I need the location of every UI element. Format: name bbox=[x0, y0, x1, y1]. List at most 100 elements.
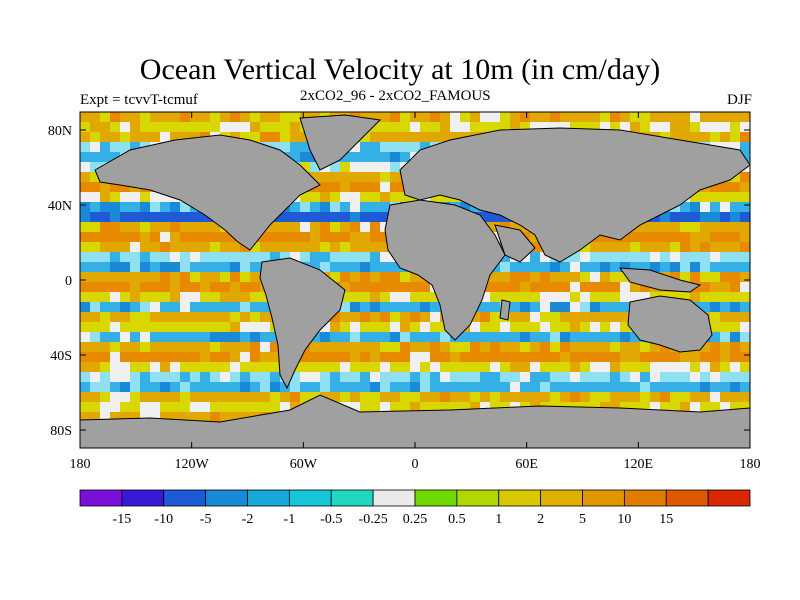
ocean-cell bbox=[710, 292, 721, 303]
ocean-cell bbox=[690, 292, 701, 303]
ocean-cell bbox=[640, 252, 651, 263]
ocean-cell bbox=[740, 382, 750, 393]
ocean-cell bbox=[310, 362, 321, 373]
ocean-cell bbox=[510, 362, 521, 373]
ocean-cell bbox=[430, 292, 441, 303]
ocean-cell bbox=[350, 302, 361, 313]
ocean-cell bbox=[200, 282, 211, 293]
ocean-cell bbox=[540, 362, 551, 373]
ocean-cell bbox=[670, 112, 681, 123]
ocean-cell bbox=[460, 402, 471, 413]
ocean-cell bbox=[490, 372, 501, 383]
colorbar-label: 2 bbox=[537, 512, 544, 527]
ocean-cell bbox=[600, 332, 611, 343]
ocean-cell bbox=[680, 202, 691, 213]
ocean-cell bbox=[80, 342, 91, 353]
ocean-cell bbox=[110, 282, 121, 293]
ocean-cell bbox=[210, 352, 221, 363]
ocean-cell bbox=[200, 222, 211, 233]
ocean-cell bbox=[610, 122, 621, 133]
ocean-cell bbox=[150, 192, 161, 203]
ocean-cell bbox=[230, 312, 241, 323]
ocean-cell bbox=[390, 382, 401, 393]
ocean-cell bbox=[180, 392, 191, 403]
ocean-cell bbox=[100, 312, 111, 323]
ocean-cell bbox=[690, 242, 701, 253]
ocean-cell bbox=[110, 352, 121, 363]
ocean-cell bbox=[270, 362, 281, 373]
ocean-cell bbox=[660, 372, 671, 383]
ocean-cell bbox=[130, 382, 141, 393]
ocean-cell bbox=[190, 212, 201, 223]
ocean-cell bbox=[150, 312, 161, 323]
ocean-cell bbox=[410, 362, 421, 373]
ocean-cell bbox=[200, 262, 211, 273]
ocean-cell bbox=[330, 232, 341, 243]
ocean-cell bbox=[330, 332, 341, 343]
ocean-cell bbox=[680, 262, 691, 273]
ocean-cell bbox=[370, 322, 381, 333]
ocean-cell bbox=[200, 252, 211, 263]
ocean-cell bbox=[270, 232, 281, 243]
ocean-cell bbox=[270, 252, 281, 263]
ocean-cell bbox=[240, 282, 251, 293]
ocean-cell bbox=[200, 392, 211, 403]
ocean-cell bbox=[140, 242, 151, 253]
ocean-cell bbox=[700, 392, 711, 403]
ocean-cell bbox=[100, 402, 111, 413]
ocean-cell bbox=[240, 352, 251, 363]
ocean-cell bbox=[320, 212, 331, 223]
ocean-cell bbox=[370, 202, 381, 213]
ocean-cell bbox=[430, 122, 441, 133]
ocean-cell bbox=[360, 172, 371, 183]
ocean-cell bbox=[310, 242, 321, 253]
ocean-cell bbox=[180, 242, 191, 253]
ocean-cell bbox=[340, 302, 351, 313]
ocean-cell bbox=[260, 392, 271, 403]
ocean-cell bbox=[610, 392, 621, 403]
ocean-cell bbox=[280, 122, 291, 133]
ocean-cell bbox=[410, 132, 421, 143]
ocean-cell bbox=[390, 352, 401, 363]
ocean-cell bbox=[380, 142, 391, 153]
ocean-cell bbox=[190, 292, 201, 303]
ocean-cell bbox=[690, 262, 701, 273]
ocean-cell bbox=[470, 342, 481, 353]
ocean-cell bbox=[230, 272, 241, 283]
ocean-cell bbox=[730, 122, 741, 133]
ocean-cell bbox=[370, 352, 381, 363]
ocean-cell bbox=[470, 322, 481, 333]
ocean-cell bbox=[100, 352, 111, 363]
ocean-cell bbox=[220, 302, 231, 313]
ocean-cell bbox=[90, 412, 101, 423]
ocean-cell bbox=[330, 192, 341, 203]
ocean-cell bbox=[450, 342, 461, 353]
ocean-cell bbox=[610, 112, 621, 123]
ocean-cell bbox=[130, 322, 141, 333]
colorbar-swatch bbox=[665, 489, 709, 507]
ocean-cell bbox=[660, 222, 671, 233]
ocean-cell bbox=[130, 262, 141, 273]
ocean-cell bbox=[730, 132, 741, 143]
ocean-cell bbox=[380, 352, 391, 363]
ocean-cell bbox=[330, 372, 341, 383]
ocean-cell bbox=[90, 292, 101, 303]
ocean-cell bbox=[110, 412, 121, 423]
ocean-cell bbox=[470, 382, 481, 393]
colorbar-swatch bbox=[498, 489, 542, 507]
ocean-cell bbox=[240, 382, 251, 393]
ocean-cell bbox=[720, 132, 731, 143]
ocean-cell bbox=[560, 352, 571, 363]
ocean-cell bbox=[620, 322, 631, 333]
ocean-cell bbox=[610, 312, 621, 323]
ocean-cell bbox=[190, 242, 201, 253]
ocean-cell bbox=[720, 182, 731, 193]
ocean-cell bbox=[550, 302, 561, 313]
ocean-cell bbox=[370, 342, 381, 353]
ocean-cell bbox=[460, 382, 471, 393]
ocean-cell bbox=[520, 262, 531, 273]
ocean-cell bbox=[160, 302, 171, 313]
ocean-cell bbox=[520, 332, 531, 343]
ocean-cell bbox=[670, 132, 681, 143]
ocean-cell bbox=[630, 352, 641, 363]
